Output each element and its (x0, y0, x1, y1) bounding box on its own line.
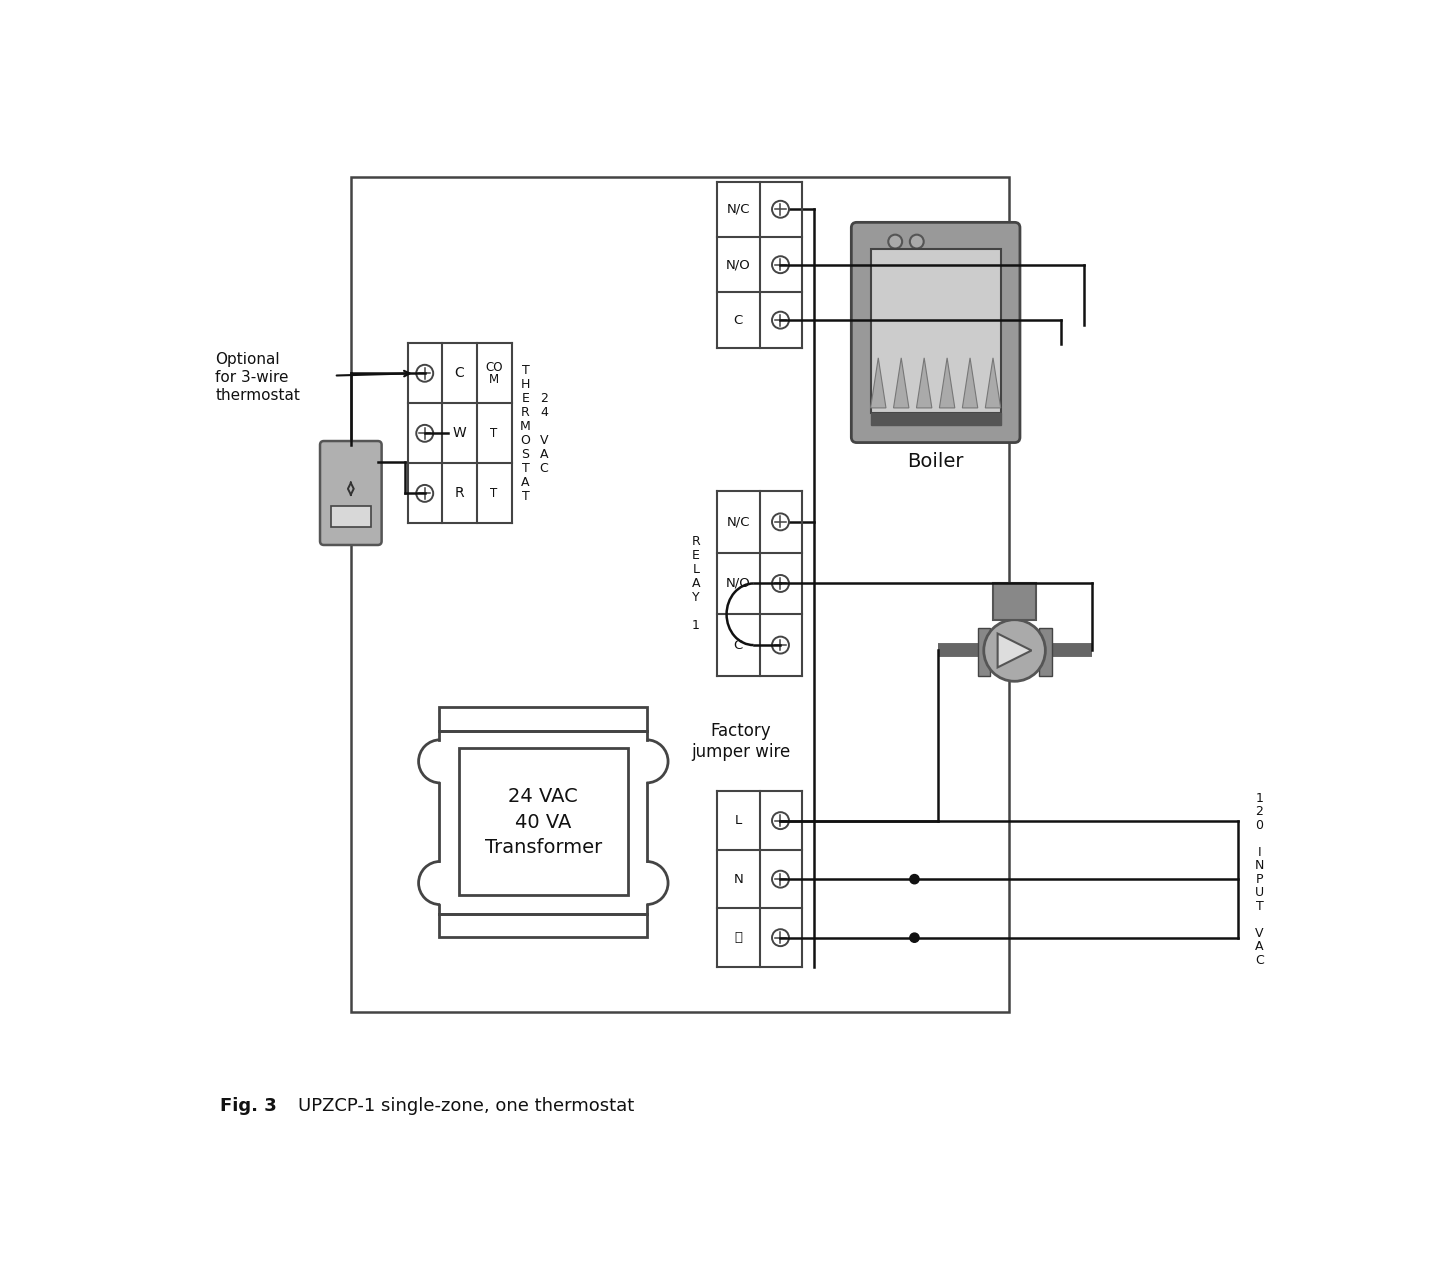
Text: T: T (491, 426, 498, 440)
Text: N/C: N/C (726, 203, 751, 216)
Text: T
H
E
R
M
O
S
T
A
T: T H E R M O S T A T (521, 364, 531, 503)
Polygon shape (997, 633, 1032, 667)
Bar (459, 749, 629, 896)
Bar (977, 628, 990, 676)
Circle shape (772, 514, 789, 530)
Text: 2
4

V
A
C: 2 4 V A C (540, 392, 548, 475)
Polygon shape (894, 358, 908, 407)
Bar (1039, 628, 1052, 676)
Text: 1
2
0

I
N
P
U
T

V
A
C: 1 2 0 I N P U T V A C (1254, 792, 1264, 967)
FancyBboxPatch shape (851, 222, 1020, 443)
Circle shape (772, 312, 789, 329)
Text: Boiler: Boiler (907, 452, 963, 471)
Text: N/C: N/C (726, 515, 751, 528)
Circle shape (772, 637, 789, 654)
Text: Factory
jumper wire: Factory jumper wire (690, 722, 791, 760)
Bar (439, 914, 647, 937)
Bar (993, 582, 1036, 619)
Circle shape (984, 619, 1045, 681)
Bar (350, 176, 1009, 1013)
Bar (871, 412, 1000, 425)
Text: W: W (452, 426, 466, 440)
Text: CO
M: CO M (485, 360, 502, 386)
Text: C: C (733, 638, 743, 651)
Text: C: C (733, 313, 743, 326)
Text: Optional
for 3-wire
thermostat: Optional for 3-wire thermostat (215, 352, 300, 402)
Circle shape (910, 874, 918, 883)
Polygon shape (940, 358, 954, 407)
Bar (331, 506, 370, 528)
Bar (871, 249, 1000, 412)
FancyBboxPatch shape (320, 442, 382, 544)
Polygon shape (917, 358, 931, 407)
Text: N: N (733, 873, 743, 886)
Circle shape (772, 929, 789, 947)
Text: T: T (491, 487, 498, 500)
Circle shape (910, 933, 918, 943)
Circle shape (772, 201, 789, 218)
Polygon shape (871, 358, 885, 407)
Circle shape (772, 575, 789, 591)
Bar (439, 707, 647, 731)
Circle shape (910, 235, 924, 249)
Circle shape (772, 812, 789, 829)
Circle shape (416, 485, 433, 501)
Circle shape (772, 256, 789, 273)
Text: L: L (735, 815, 742, 827)
Polygon shape (986, 358, 1000, 407)
Circle shape (888, 235, 903, 249)
Circle shape (416, 425, 433, 442)
Text: N/O: N/O (726, 577, 751, 590)
Text: Fig. 3: Fig. 3 (220, 1096, 277, 1114)
Text: R: R (455, 486, 464, 500)
Text: N/O: N/O (726, 258, 751, 272)
Circle shape (772, 871, 789, 887)
Text: 24 VAC
40 VA
Transformer: 24 VAC 40 VA Transformer (485, 787, 601, 858)
Circle shape (416, 364, 433, 382)
Text: R
E
L
A
Y

1: R E L A Y 1 (692, 536, 700, 632)
Text: C: C (455, 367, 465, 381)
Text: UPZCP-1 single-zone, one thermostat: UPZCP-1 single-zone, one thermostat (276, 1096, 634, 1114)
Polygon shape (963, 358, 977, 407)
Text: ⏚: ⏚ (735, 931, 742, 944)
